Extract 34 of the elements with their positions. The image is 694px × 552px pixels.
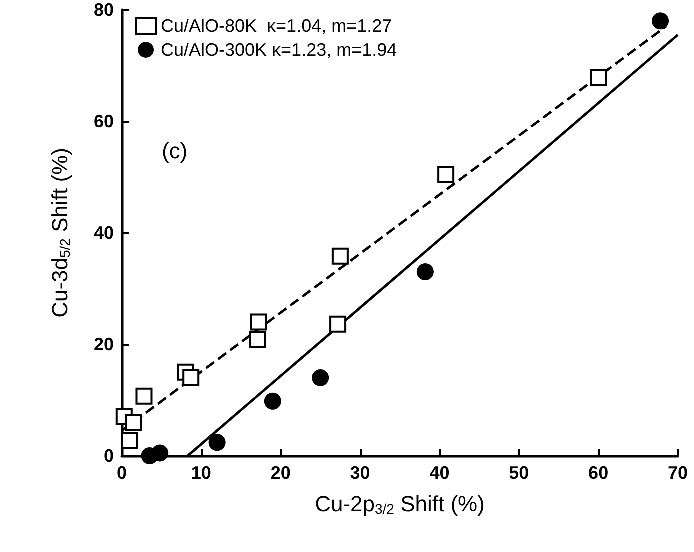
annotation: (c) [162, 138, 188, 164]
y-tick-label: 0 [104, 446, 114, 466]
x-tick-label: 30 [350, 463, 370, 483]
point [125, 414, 142, 432]
point [264, 392, 282, 410]
x-tick-label: 40 [430, 463, 450, 483]
point [438, 166, 455, 183]
x-tick-label: 70 [668, 463, 688, 483]
point [332, 248, 349, 265]
y-tick-label: 80 [94, 0, 114, 20]
y-tick-label: 60 [94, 112, 114, 132]
point [121, 432, 138, 450]
point [250, 314, 268, 331]
point [249, 332, 266, 349]
y-tick-label: 20 [94, 334, 114, 354]
x-tick-label: 10 [191, 463, 212, 483]
x-tick-label: 0 [116, 463, 128, 483]
x-axis-title: Cu-2p3/2 Shift (%) [315, 492, 485, 517]
y-tick-label: 40 [94, 223, 114, 243]
x-tick-label: 20 [270, 463, 291, 483]
x-tick-label: 50 [509, 463, 530, 483]
point [312, 369, 330, 386]
y-axis-title: Cu-3d5/2 Shift (%) [48, 148, 73, 318]
point [590, 70, 608, 87]
point [330, 316, 347, 333]
point [152, 444, 169, 462]
legend-label: Cu/AlO-80K κ=1.04, m=1.27 [161, 16, 392, 36]
point [652, 12, 670, 30]
x-tick-label: 60 [588, 463, 609, 483]
point [136, 388, 153, 405]
legend-label: Cu/AlO-300K κ=1.23, m=1.94 [161, 40, 398, 60]
point [416, 264, 434, 281]
point [182, 369, 200, 386]
point [208, 434, 226, 452]
